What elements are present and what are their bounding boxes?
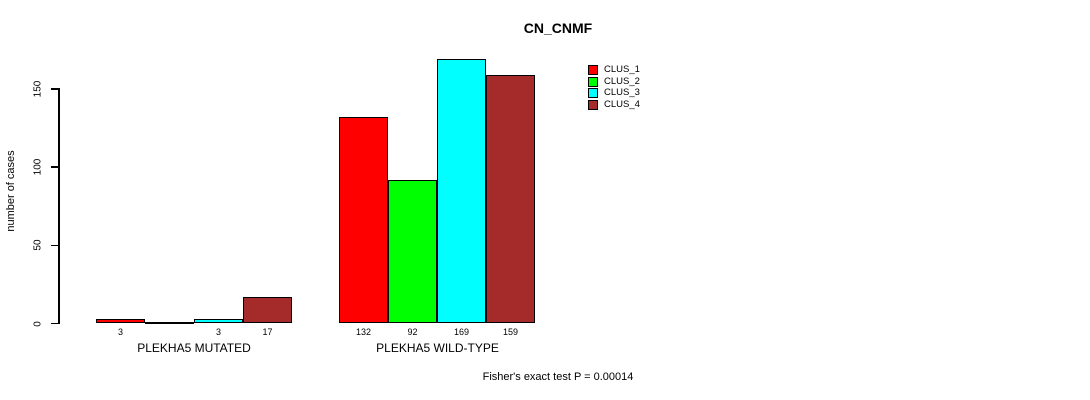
legend-item-clus_3: CLUS_3 xyxy=(588,87,640,99)
bar-clus_1-group2 xyxy=(339,117,388,324)
bar-value-label-clus_4-group1: 17 xyxy=(262,326,273,337)
legend-swatch-clus_4 xyxy=(588,99,598,110)
bar-value-label-clus_1-group2: 132 xyxy=(355,326,372,337)
fisher-test-annotation: Fisher's exact test P = 0.00014 xyxy=(482,371,634,383)
x-group-label-wildtype: PLEKHA5 WILD-TYPE xyxy=(376,341,499,355)
legend: CLUS_1 CLUS_2 CLUS_3 CLUS_4 xyxy=(588,64,640,111)
chart-title: CN_CNMF xyxy=(523,20,593,36)
y-axis-line xyxy=(58,88,60,324)
bar-value-label-clus_1-group1: 3 xyxy=(117,326,124,337)
legend-swatch-clus_2 xyxy=(588,76,598,87)
legend-swatch-clus_3 xyxy=(588,88,598,99)
bar-clus_3-group1 xyxy=(194,318,243,324)
legend-label-clus_2: CLUS_2 xyxy=(604,75,640,87)
y-tick-50 xyxy=(51,244,59,247)
bar-clus_2-group2 xyxy=(388,179,437,324)
y-tick-label-100: 100 xyxy=(32,158,44,176)
bar-value-label-clus_3-group2: 169 xyxy=(453,326,470,337)
bar-clus_4-group1 xyxy=(243,296,292,324)
legend-label-clus_1: CLUS_1 xyxy=(604,64,640,76)
y-tick-label-0: 0 xyxy=(32,320,44,327)
zero-bar-clus_2-group1 xyxy=(145,322,194,324)
x-group-label-mutated: PLEKHA5 MUTATED xyxy=(137,341,251,355)
legend-label-clus_4: CLUS_4 xyxy=(604,99,640,111)
legend-item-clus_2: CLUS_2 xyxy=(588,76,640,88)
bar-value-label-clus_4-group2: 159 xyxy=(502,326,519,337)
legend-label-clus_3: CLUS_3 xyxy=(604,87,640,99)
legend-item-clus_4: CLUS_4 xyxy=(588,99,640,111)
y-tick-label-50: 50 xyxy=(32,239,44,251)
bar-clus_3-group2 xyxy=(437,59,486,324)
bar-clus_1-group1 xyxy=(96,318,145,324)
y-tick-0 xyxy=(51,322,59,325)
y-axis-label: number of cases xyxy=(5,150,17,232)
y-tick-label-150: 150 xyxy=(32,80,44,98)
y-tick-100 xyxy=(51,166,59,168)
legend-swatch-clus_1 xyxy=(588,64,598,75)
legend-item-clus_1: CLUS_1 xyxy=(588,64,640,76)
bar-value-label-clus_3-group1: 3 xyxy=(215,326,222,337)
bar-clus_4-group2 xyxy=(486,74,535,324)
y-tick-150 xyxy=(51,88,59,90)
bar-value-label-clus_2-group2: 92 xyxy=(407,326,418,337)
